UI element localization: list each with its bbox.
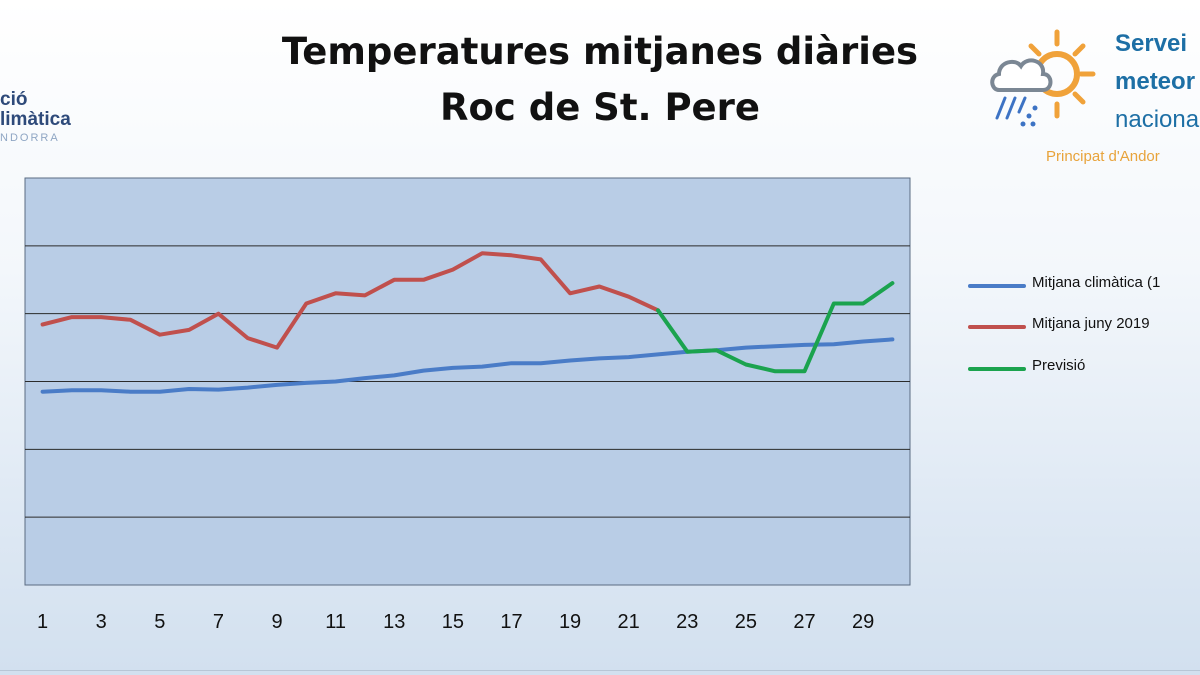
x-tick-label: 5	[154, 611, 165, 633]
gridlines	[25, 245, 910, 518]
legend-label-climatic: Mitjana climàtica (1	[1032, 274, 1161, 291]
x-tick-label: 11	[325, 611, 346, 633]
chart-title-line2: Roc de St. Pere	[439, 86, 760, 129]
logo-right: Servei meteor naciona Principat d'Andor	[980, 28, 1200, 198]
x-tick-label: 15	[442, 611, 464, 633]
logo-right-line2: meteor	[1115, 68, 1196, 95]
x-tick-label: 17	[500, 611, 522, 633]
x-tick-label: 9	[271, 611, 282, 633]
x-tick-label: 23	[676, 611, 698, 633]
series-line-green	[656, 281, 895, 374]
series-lines	[40, 251, 895, 394]
logo-right-line4: Principat d'Andor	[1046, 148, 1160, 165]
logo-right-line1: Servei	[1115, 30, 1188, 57]
logo-left-line1: ció	[0, 89, 28, 110]
chart-title-line1: Temperatures mitjanes diàries	[281, 30, 919, 73]
series-line-blue	[40, 337, 895, 394]
legend-item-june-2019: Mitjana juny 2019	[968, 311, 1200, 341]
legend-swatch-green	[968, 367, 1026, 371]
x-tick-label: 29	[852, 611, 874, 633]
x-tick-label: 27	[793, 611, 815, 633]
chart-title: Temperatures mitjanes diàries Roc de St.…	[240, 24, 960, 136]
x-tick-label: 25	[735, 611, 757, 633]
x-tick-label: 3	[96, 611, 107, 633]
logo-right-line3: naciona	[1115, 106, 1200, 133]
logo-left: ció limàtica NDORRA	[0, 89, 110, 145]
logo-left-line3: NDORRA	[0, 132, 60, 144]
legend-label-june-2019: Mitjana juny 2019	[1032, 315, 1150, 332]
x-tick-label: 7	[213, 611, 224, 633]
bottom-divider	[0, 670, 1200, 671]
x-tick-label: 21	[618, 611, 640, 633]
x-tick-label: 19	[559, 611, 581, 633]
series-line-red	[40, 251, 660, 350]
x-tick-labels: 1 3 5 7 9 11 13 15 17 19 21 23 25 27 29	[37, 611, 874, 633]
legend-item-climatic: Mitjana climàtica (1	[968, 270, 1200, 300]
sun-cloud-rain-icon	[990, 29, 1096, 127]
legend-swatch-red	[968, 325, 1026, 329]
x-tick-label: 13	[383, 611, 405, 633]
legend-item-forecast: Previsió	[968, 353, 1200, 383]
x-tick-label: 1	[37, 611, 48, 633]
legend-swatch-blue	[968, 284, 1026, 288]
legend-label-forecast: Previsió	[1032, 357, 1086, 374]
logo-left-line2: limàtica	[0, 109, 71, 130]
